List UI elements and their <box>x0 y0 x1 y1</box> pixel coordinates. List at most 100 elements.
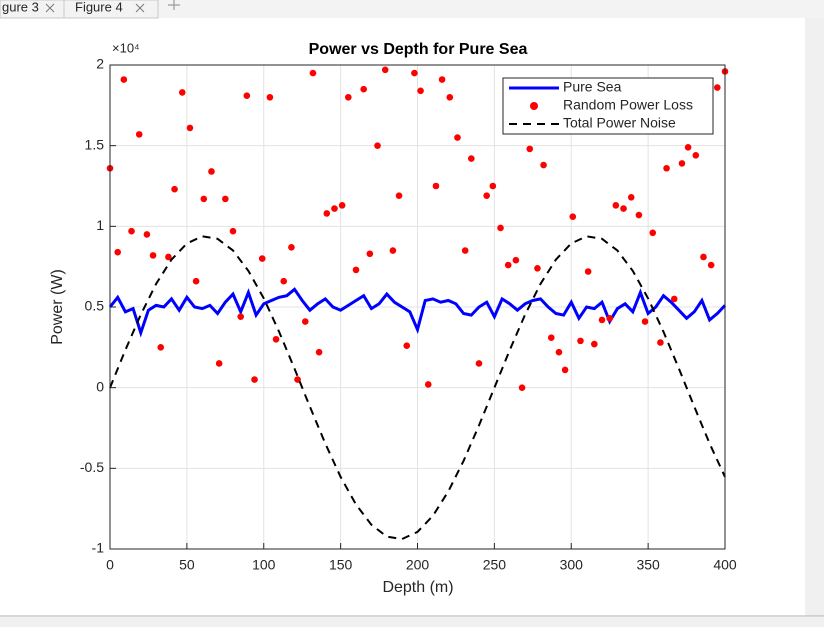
close-icon[interactable] <box>45 3 55 13</box>
marker <box>165 253 172 261</box>
y-tick-label: 2 <box>96 56 104 72</box>
marker <box>178 89 186 96</box>
marker <box>120 76 128 83</box>
marker <box>403 342 411 350</box>
marker <box>237 313 244 320</box>
marker <box>627 193 635 201</box>
marker <box>272 335 280 343</box>
marker <box>707 261 715 269</box>
legend-label: Pure Sea <box>563 79 622 95</box>
marker <box>345 93 352 101</box>
axes-box <box>109 64 726 550</box>
marker <box>171 185 178 193</box>
x-tick-label: 350 <box>636 557 660 573</box>
tab-label: Figure 4 <box>75 0 123 14</box>
exponent-label: ×10⁴ <box>112 40 140 55</box>
tab-bar <box>0 0 824 18</box>
marker <box>114 248 121 256</box>
marker <box>438 76 446 83</box>
x-tick-label: 250 <box>483 557 507 573</box>
marker <box>366 250 374 258</box>
series-line <box>109 235 726 541</box>
y-tick-label: -0.5 <box>80 459 104 475</box>
x-tick-label: 50 <box>179 557 195 573</box>
series-line <box>108 287 727 338</box>
marker <box>338 202 346 209</box>
marker <box>657 339 664 346</box>
marker <box>229 227 237 235</box>
marker <box>446 93 454 101</box>
marker <box>584 268 592 275</box>
marker <box>692 152 700 159</box>
marker <box>315 348 323 356</box>
marker <box>288 244 295 251</box>
x-tick-label: 100 <box>252 557 276 573</box>
marker <box>468 155 475 162</box>
status-bar <box>0 617 824 627</box>
marker <box>663 164 670 172</box>
marker <box>454 134 461 141</box>
plot-layer: 0 50 100 150 200 250 300 350 400 -1 -0.5 0 0.5 1 1.5 2 P… <box>80 56 737 573</box>
marker <box>258 255 266 262</box>
marker <box>678 160 686 167</box>
marker <box>591 340 598 348</box>
marker <box>512 256 520 264</box>
marker <box>200 195 208 203</box>
marker <box>222 195 229 203</box>
marker <box>266 93 274 101</box>
marker <box>547 334 555 341</box>
marker <box>411 69 418 77</box>
x-tick-label: 0 <box>106 557 114 573</box>
y-tick-label: -1 <box>92 540 105 556</box>
tab[interactable] <box>63 0 159 19</box>
marker <box>243 92 251 99</box>
marker <box>135 131 143 138</box>
marker <box>424 381 432 388</box>
marker <box>649 229 657 237</box>
marker <box>251 376 258 383</box>
marker <box>432 182 440 190</box>
legend-marker <box>530 102 538 110</box>
marker <box>555 348 563 356</box>
marker <box>360 85 367 93</box>
marker <box>561 366 569 374</box>
legend-label: Random Power Loss <box>563 97 693 113</box>
x-tick-label: 200 <box>406 557 430 573</box>
marker <box>641 318 649 325</box>
marker <box>504 261 512 269</box>
marker <box>294 376 301 383</box>
marker <box>540 161 547 169</box>
marker <box>417 87 424 95</box>
marker <box>461 247 469 254</box>
x-tick-label: 300 <box>560 557 584 573</box>
y-tick-label: 0.5 <box>85 298 105 314</box>
marker <box>280 277 288 285</box>
marker <box>606 314 613 322</box>
add-tab-icon[interactable] <box>168 0 180 10</box>
legend-label: Total Power Noise <box>563 115 676 131</box>
marker <box>301 318 309 325</box>
marker <box>612 202 620 209</box>
marker <box>389 247 397 254</box>
marker <box>128 227 135 235</box>
marker <box>598 316 606 324</box>
marker <box>352 266 360 274</box>
marker <box>157 344 165 351</box>
marker <box>381 66 389 74</box>
marker <box>192 277 200 285</box>
y-tick-label: 0 <box>96 378 104 394</box>
marker <box>395 192 403 199</box>
close-icon[interactable] <box>135 3 145 13</box>
marker <box>143 231 151 238</box>
y-tick-label: 1 <box>96 217 104 233</box>
marker <box>489 182 497 190</box>
marker <box>700 253 707 261</box>
marker <box>331 205 338 212</box>
y-axis-label: Power (W) <box>49 269 66 345</box>
marker <box>620 205 627 212</box>
marker <box>569 213 577 220</box>
marker <box>670 295 678 303</box>
x-tick-label: 400 <box>713 557 737 573</box>
